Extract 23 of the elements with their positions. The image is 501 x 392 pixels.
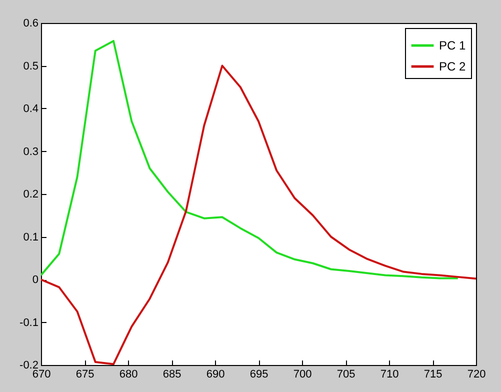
x-tick-label: 705: [336, 368, 356, 380]
y-tick-label: -0.1: [20, 316, 38, 329]
x-tick-label: 685: [162, 368, 182, 380]
x-tick-label: 695: [250, 368, 268, 380]
legend-label: PC 2: [439, 60, 466, 74]
x-tick-label: 675: [76, 368, 94, 380]
x-tick-label: 720: [467, 368, 486, 380]
y-tick-label: 0.1: [23, 231, 38, 244]
y-tick-label: 0.4: [23, 103, 38, 115]
x-tick-label: 710: [380, 368, 399, 380]
x-tick-label: 715: [424, 368, 442, 380]
y-tick-label: 0.5: [23, 60, 38, 72]
line-series: [41, 40, 459, 280]
x-tick-label: 690: [206, 368, 225, 380]
y-tick-label: -0.2: [20, 360, 38, 372]
y-tick-label: 0.2: [23, 188, 38, 200]
x-tick-label: 670: [32, 368, 51, 380]
y-tick-label: 0.6: [23, 18, 38, 30]
x-tick-label: 680: [119, 368, 138, 380]
x-tick-label: 700: [293, 368, 312, 380]
legend-label: PC 1: [439, 38, 466, 52]
y-tick-label: 0.3: [23, 146, 38, 158]
y-tick-label: 0: [32, 274, 38, 286]
